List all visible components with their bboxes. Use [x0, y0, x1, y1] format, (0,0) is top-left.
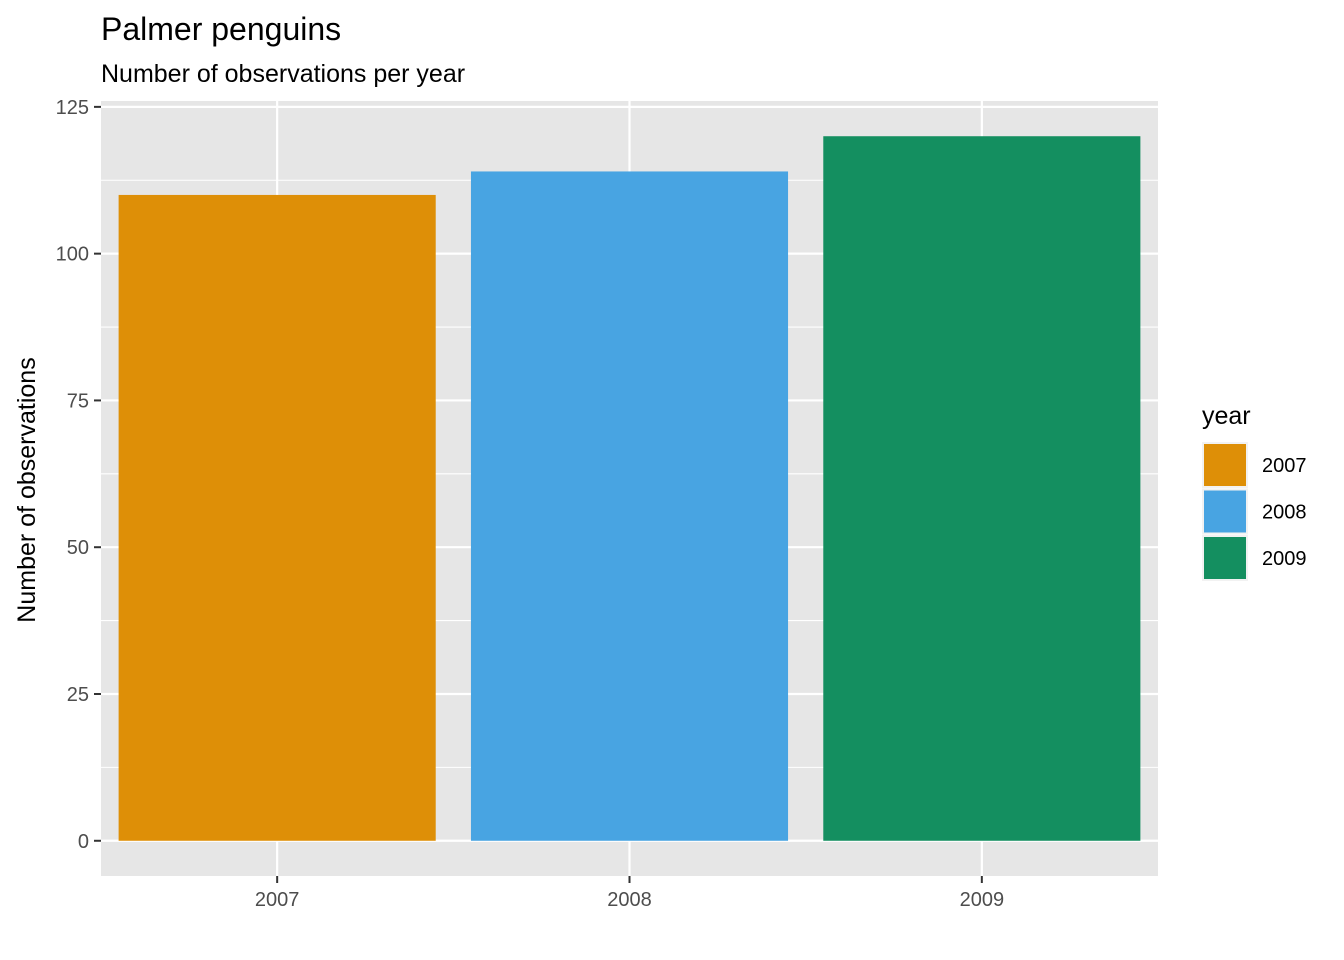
y-tick-label: 25 — [67, 684, 89, 706]
bar-2008 — [470, 171, 789, 841]
legend-swatch-2009 — [1204, 537, 1246, 579]
legend-label: 2007 — [1262, 455, 1307, 477]
legend-swatch-2007 — [1204, 444, 1246, 486]
y-axis-title: Number of observations — [13, 357, 41, 622]
y-tick-label: 0 — [78, 831, 89, 853]
bar-2009 — [823, 136, 1141, 841]
legend-label: 2008 — [1262, 502, 1307, 524]
bars — [118, 136, 1141, 841]
legend-label: 2009 — [1262, 548, 1307, 570]
legend: year 2007 2008 2009 — [1202, 402, 1307, 581]
legend-title: year — [1202, 402, 1251, 430]
y-tick-label: 100 — [56, 244, 89, 266]
y-tick-label: 50 — [67, 537, 89, 559]
bar-2007 — [118, 194, 436, 841]
x-tick-label: 2008 — [607, 889, 652, 911]
x-axis: 2007 2008 2009 — [255, 876, 1004, 911]
chart-title: Palmer penguins — [101, 11, 341, 47]
legend-swatch-2008 — [1204, 490, 1246, 533]
y-tick-label: 125 — [56, 97, 89, 119]
y-axis: 0 25 50 75 100 125 — [56, 97, 101, 853]
chart-subtitle: Number of observations per year — [101, 60, 465, 88]
x-tick-label: 2007 — [255, 889, 300, 911]
y-tick-label: 75 — [67, 390, 89, 412]
x-tick-label: 2009 — [960, 889, 1005, 911]
